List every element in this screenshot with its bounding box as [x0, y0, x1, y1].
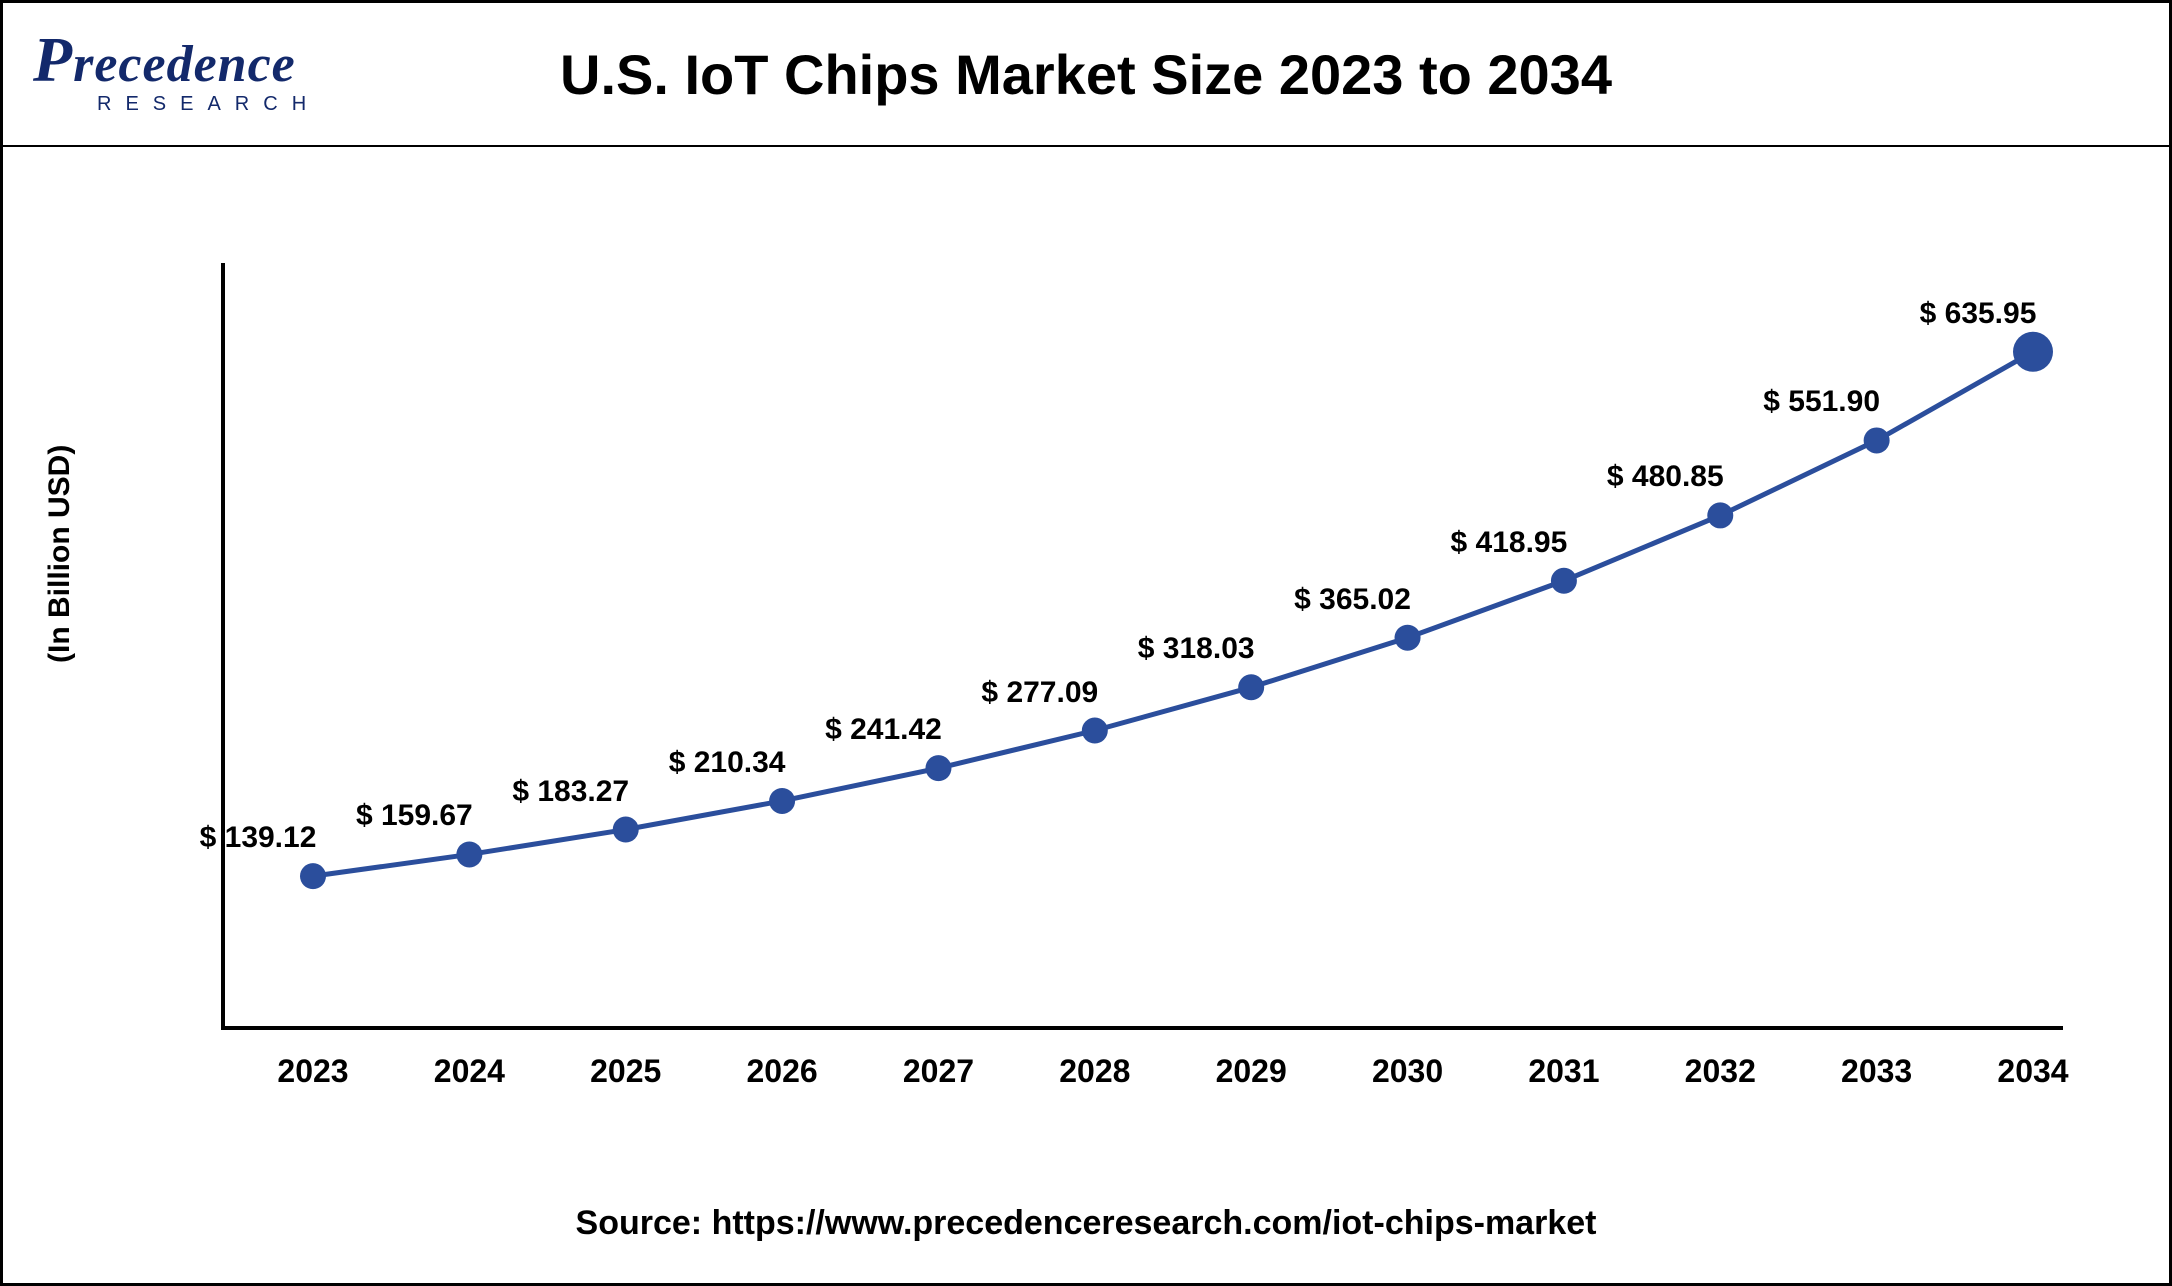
x-tick-label: 2028	[1059, 1053, 1130, 1090]
data-label: $ 210.34	[669, 746, 786, 780]
plot-region: 2023202420252026202720282029203020312032…	[163, 263, 2063, 1063]
data-label: $ 277.09	[981, 676, 1098, 710]
data-label: $ 480.85	[1607, 460, 1724, 494]
x-tick-label: 2026	[746, 1053, 817, 1090]
data-label: $ 418.95	[1451, 526, 1568, 560]
brand-logo: Precedence RESEARCH	[33, 23, 393, 116]
logo-sub-text: RESEARCH	[97, 93, 393, 116]
data-label: $ 241.42	[825, 713, 942, 747]
line-chart-svg	[163, 263, 2063, 1063]
x-tick-label: 2023	[277, 1053, 348, 1090]
x-tick-label: 2032	[1685, 1053, 1756, 1090]
data-label: $ 159.67	[356, 799, 473, 833]
data-label: $ 139.12	[200, 821, 317, 855]
y-axis-label: (In Billion USD)	[43, 445, 77, 663]
header-row: Precedence RESEARCH U.S. IoT Chips Marke…	[3, 3, 2169, 147]
x-tick-label: 2029	[1216, 1053, 1287, 1090]
x-tick-label: 2031	[1528, 1053, 1599, 1090]
x-tick-label: 2025	[590, 1053, 661, 1090]
data-label: $ 635.95	[1920, 297, 2037, 331]
data-label: $ 551.90	[1763, 385, 1880, 419]
data-label: $ 365.02	[1294, 583, 1411, 617]
x-tick-label: 2030	[1372, 1053, 1443, 1090]
chart-frame: Precedence RESEARCH U.S. IoT Chips Marke…	[0, 0, 2172, 1286]
x-tick-label: 2033	[1841, 1053, 1912, 1090]
x-tick-label: 2034	[1997, 1053, 2068, 1090]
x-tick-label: 2027	[903, 1053, 974, 1090]
data-label: $ 318.03	[1138, 632, 1255, 666]
x-tick-label: 2024	[434, 1053, 505, 1090]
data-label: $ 183.27	[512, 775, 629, 809]
source-line: Source: https://www.precedenceresearch.c…	[3, 1204, 2169, 1243]
logo-main-rest: recedence	[73, 36, 296, 93]
logo-main-text: Precedence	[33, 23, 393, 97]
